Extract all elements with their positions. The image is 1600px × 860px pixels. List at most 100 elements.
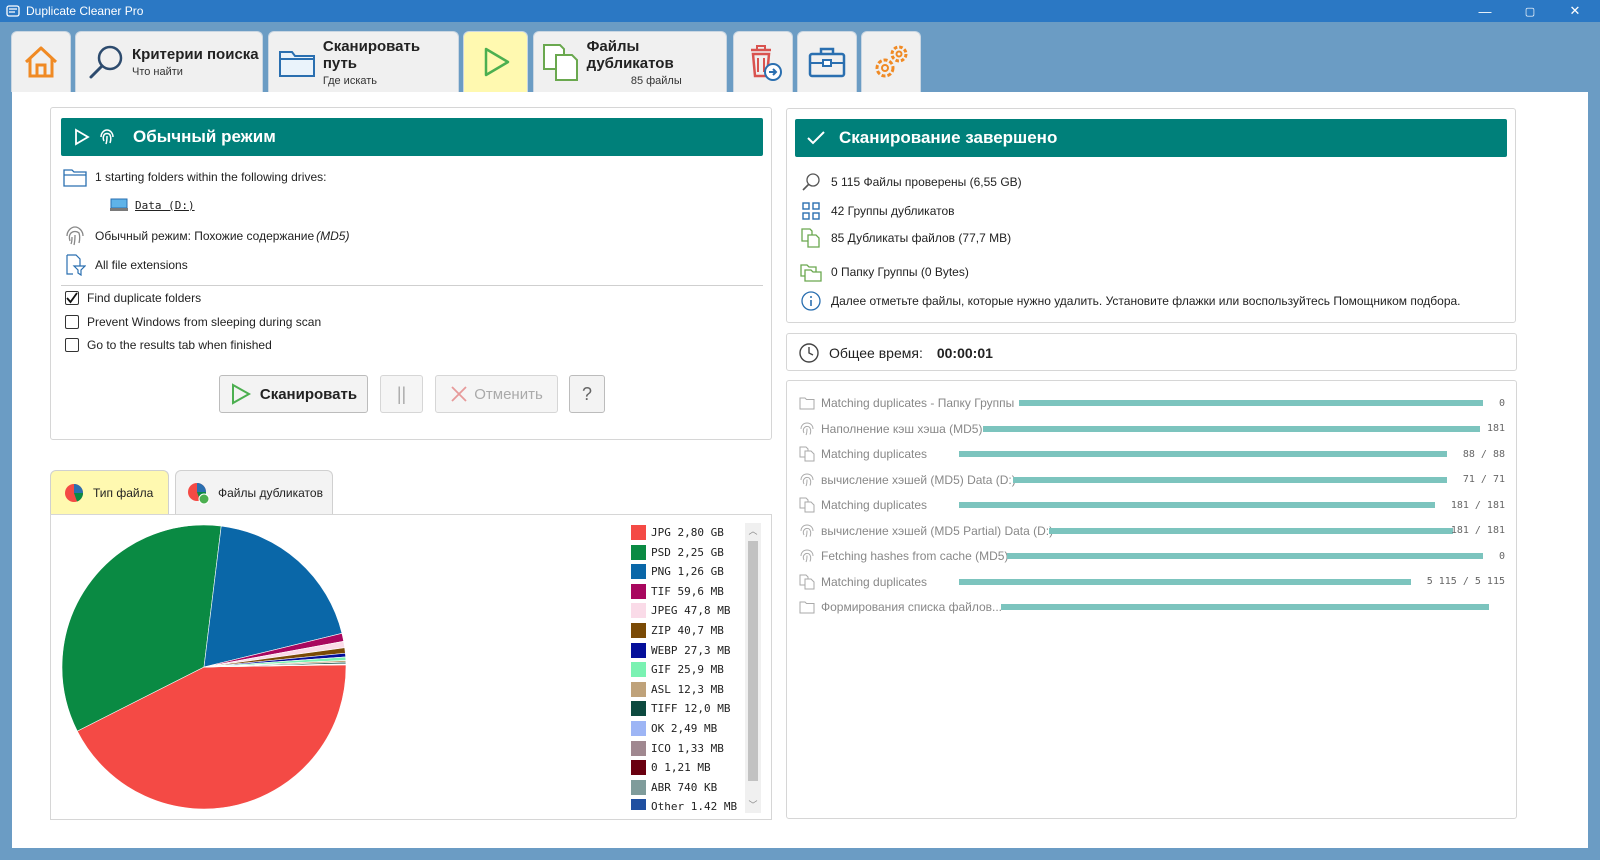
cancel-button[interactable]: Отменить <box>435 375 558 413</box>
checkbox[interactable] <box>65 315 79 329</box>
home-icon <box>24 46 58 78</box>
legend-swatch <box>631 740 646 756</box>
tab-duplicate-files-chart[interactable]: Файлы дубликатов <box>175 470 333 514</box>
tab-start-scan[interactable] <box>463 31 528 92</box>
legend-label: 0 1,21 MB <box>651 761 711 775</box>
tab-scan-path[interactable]: Сканировать путь Где искать <box>268 31 459 92</box>
progress-value: 181 <box>1486 423 1505 434</box>
help-button[interactable]: ? <box>569 375 605 413</box>
next-step-text: Далее отметьте файлы, которые нужно удал… <box>831 294 1461 308</box>
legend-item: ZIP 40,7 MB <box>631 623 724 638</box>
tab-file-type[interactable]: Тип файла <box>50 470 169 514</box>
legend-swatch <box>631 681 646 697</box>
legend-label: PSD 2,25 GB <box>651 545 724 559</box>
search-icon <box>802 173 820 191</box>
progress-row: Matching duplicates 88 / 88 <box>787 442 1517 466</box>
progress-panel: Matching duplicates - Папку Группы 0 Напол… <box>786 380 1517 819</box>
folder-icon <box>797 396 817 410</box>
time-panel: Общее время: 00:00:01 <box>786 333 1517 371</box>
checkbox[interactable] <box>65 338 79 352</box>
progress-bar <box>1019 400 1483 406</box>
tab-duplicate-files-label: Файлы дубликатов <box>218 485 323 500</box>
close-button[interactable]: ✕ <box>1569 3 1581 18</box>
legend-swatch <box>631 564 646 580</box>
close-icon <box>451 386 467 402</box>
app-icon <box>6 5 20 17</box>
pie-slice-jpg[interactable] <box>76 664 347 810</box>
pie-slice-other[interactable] <box>203 664 347 668</box>
scroll-up-icon[interactable]: ︿ <box>748 526 758 536</box>
home-button[interactable] <box>11 31 71 92</box>
status-header-title: Сканирование завершено <box>839 128 1058 147</box>
scan-button-label: Сканировать <box>259 385 358 403</box>
total-time-value: 00:00:01 <box>936 345 993 361</box>
window-title: Duplicate Cleaner Pro <box>26 4 144 18</box>
maximize-button[interactable]: ▢ <box>1524 5 1536 18</box>
toolbox-icon <box>808 47 846 78</box>
scan-button[interactable]: Сканировать <box>219 375 368 413</box>
next-step-row: Далее отметьте файлы, которые нужно удал… <box>799 289 1461 313</box>
mode-hash: (MD5) <box>316 229 350 243</box>
mode-panel: Обычный режим 1 starting folders within … <box>50 107 772 440</box>
tab-delete-files[interactable] <box>733 31 793 92</box>
checkbox-prevent-sleep[interactable]: Prevent Windows from sleeping during sca… <box>65 315 321 329</box>
progress-bar <box>983 425 1480 432</box>
legend-swatch <box>631 603 646 619</box>
scan-path-subtitle: Где искать <box>322 74 378 87</box>
minimize-button[interactable]: — <box>1478 3 1492 19</box>
search-icon <box>89 45 123 79</box>
legend-item: TIF 59,6 MB <box>631 583 724 599</box>
checkbox-goto-results[interactable]: Go to the results tab when finished <box>65 338 272 352</box>
tab-search-criteria[interactable]: Критерии поиска Что найти <box>75 31 263 92</box>
progress-label: Matching duplicates - Папку Группы <box>821 396 1015 410</box>
progress-bar <box>959 451 1447 457</box>
progress-label: Matching duplicates <box>821 574 928 589</box>
play-icon <box>484 47 509 77</box>
criteria-title: Критерии поиска <box>132 46 259 63</box>
legend-swatch <box>631 760 646 776</box>
legend-item: ABR 740 KB <box>631 779 717 795</box>
files-icon <box>797 497 817 513</box>
scan-path-title: Сканировать путь <box>322 37 421 72</box>
fingerprint-icon <box>797 523 817 539</box>
legend-item: JPEG 47,8 MB <box>631 603 731 619</box>
legend-swatch <box>631 544 646 560</box>
legend-label: JPEG 47,8 MB <box>651 604 731 618</box>
legend-label: ICO 1,33 MB <box>651 741 724 755</box>
duplicates-subtitle: 85 файлы <box>630 74 682 87</box>
legend-label: ASL 12,3 MB <box>651 682 724 696</box>
progress-value: 181 / 181 <box>1450 525 1505 536</box>
legend-item: PNG 1,26 GB <box>631 564 724 580</box>
grid-icon <box>802 202 820 220</box>
legend-label: PNG 1,26 GB <box>651 565 724 579</box>
legend-item: JPG 2,80 GB <box>631 525 724 540</box>
scroll-thumb[interactable] <box>748 541 758 781</box>
scroll-down-icon[interactable]: ﹀ <box>748 800 758 810</box>
checkbox-label: Go to the results tab when finished <box>87 338 272 352</box>
progress-value: 0 <box>1498 550 1505 562</box>
progress-bar <box>1049 527 1453 534</box>
duplicate-groups-row: 42 Группы дубликатов <box>799 199 955 223</box>
pause-button[interactable]: || <box>380 375 423 413</box>
drive-row[interactable]: Data (D:) <box>109 193 195 217</box>
legend-label: WEBP 27,3 MB <box>651 643 731 657</box>
tab-tools[interactable] <box>797 31 857 92</box>
fingerprint-icon <box>797 421 817 437</box>
progress-bar <box>959 578 1411 585</box>
checkbox-find-folders[interactable]: Find duplicate folders <box>65 291 201 305</box>
tab-duplicate-files[interactable]: Файлы дубликатов 85 файлы <box>533 31 727 92</box>
legend-scrollbar[interactable]: ︿ ﹀ <box>745 523 761 813</box>
extensions-row: All file extensions <box>63 253 188 277</box>
chart-panel: JPG 2,80 GB PSD 2,25 GB PNG 1,26 GB TIF 59,… <box>50 514 772 820</box>
chart-legend: JPG 2,80 GB PSD 2,25 GB PNG 1,26 GB TIF 59,… <box>631 525 746 810</box>
checkbox[interactable] <box>65 291 79 305</box>
legend-item: WEBP 27,3 MB <box>631 642 731 658</box>
duplicate-files-icon <box>801 228 820 248</box>
file-filter-icon <box>66 254 86 276</box>
drive-link[interactable]: Data (D:) <box>135 198 195 212</box>
fingerprint-icon <box>797 548 817 564</box>
toolbar: Критерии поиска Что найти Сканировать пут… <box>0 22 1600 92</box>
tab-settings[interactable] <box>861 31 921 92</box>
pie-slice-png[interactable] <box>203 525 343 668</box>
pie-slice-psd[interactable] <box>61 524 222 732</box>
